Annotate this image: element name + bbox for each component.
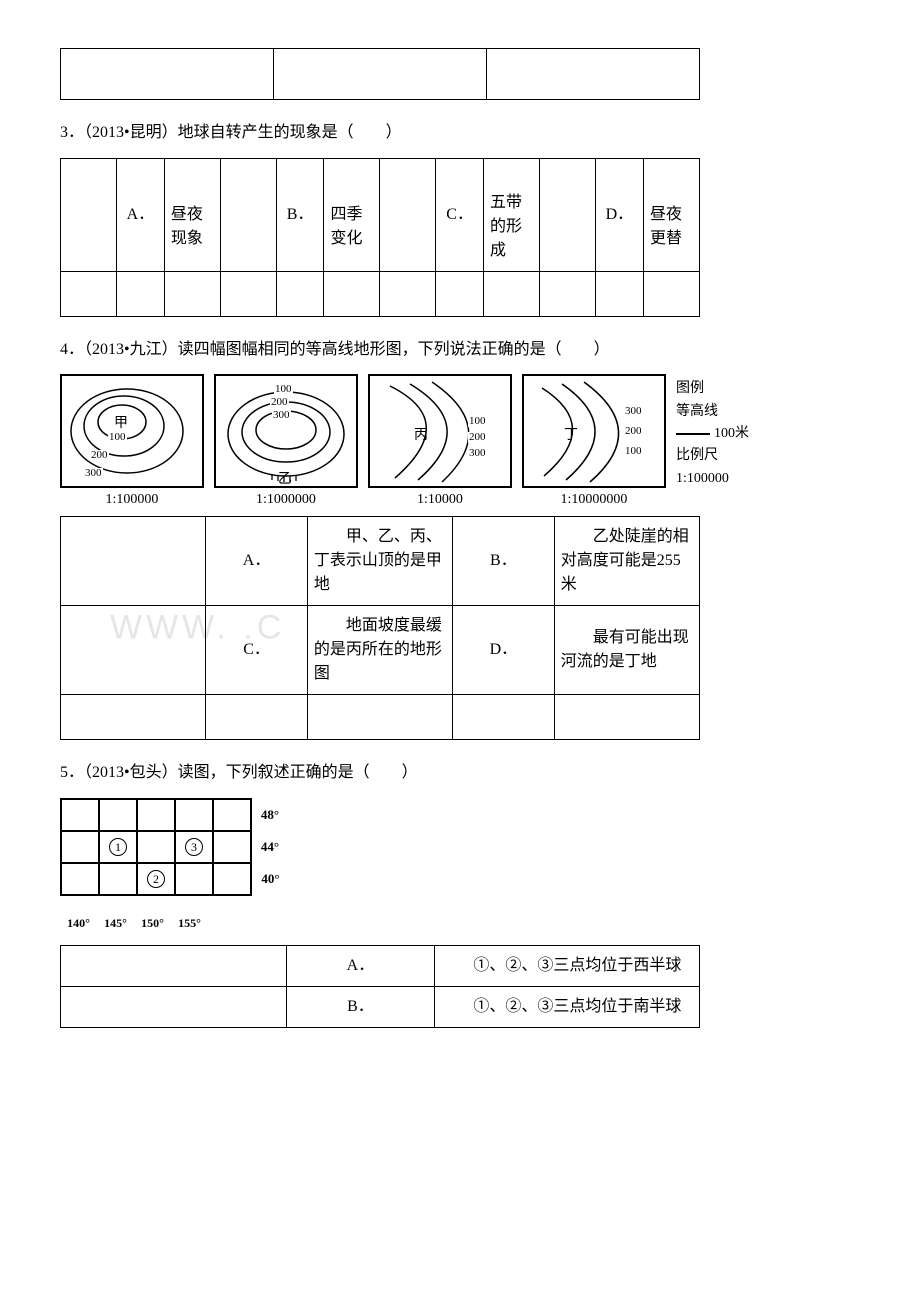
contour-ding-svg (524, 376, 664, 486)
q3-opt-b-text: 四季变化 (324, 158, 380, 271)
q3-pad (220, 158, 276, 271)
q4-pad (61, 517, 206, 606)
lon-150: 150° (134, 916, 171, 931)
q3-options-table: A． 昼夜现象 B． 四季变化 C． 五带的形成 D． 昼夜更替 (60, 158, 700, 317)
q4-opt-a-label: A． (206, 517, 308, 606)
lat-40: 40° (251, 863, 289, 895)
q4-opt-c-text: 地面坡度最缓的是丙所在的地形图 (307, 606, 452, 695)
q5-pad (61, 986, 287, 1027)
q5-map: 48° 1 3 44° 2 40° 140° 145° 150° 155° (60, 798, 860, 931)
lon-145: 145° (97, 916, 134, 931)
q4-fig-jia: 甲 100 200 300 1:100000 (60, 374, 204, 508)
q5-grid: 48° 1 3 44° 2 40° (60, 798, 290, 896)
q3-pad (540, 158, 596, 271)
q5-options-table: A． ①、②、③三点均位于西半球 B． ①、②、③三点均位于南半球 (60, 945, 700, 1028)
q4-opt-b-text: 乙处陡崖的相对高度可能是255米 (554, 517, 699, 606)
yi-char: 乙 (278, 468, 292, 488)
q3-pad (61, 158, 117, 271)
q3-pad (380, 158, 436, 271)
q4-opt-b-label: B． (453, 517, 555, 606)
lon-155: 155° (171, 916, 208, 931)
q3-opt-a-label: A． (116, 158, 164, 271)
q3-text: 3．（2013•昆明）地球自转产生的现象是（ ） (60, 120, 860, 146)
q4-opt-d-label: D． (453, 606, 555, 695)
q4-fig-bing: 丙 100 200 300 1:10000 (368, 374, 512, 508)
ding-100: 100 (624, 446, 643, 457)
lon-140: 140° (60, 916, 97, 931)
legend-unit: 100米 (714, 426, 749, 441)
yi-300: 300 (272, 410, 291, 421)
point-2: 2 (147, 870, 165, 888)
q3-opt-b-label: B． (276, 158, 324, 271)
q3-opt-c-text: 五带的形成 (484, 158, 540, 271)
legend-contour-label: 等高线 (676, 401, 749, 423)
contour-bing-svg (370, 376, 510, 486)
bing-200: 200 (468, 432, 487, 443)
legend-line-icon (676, 433, 710, 435)
jia-char: 甲 (114, 412, 128, 432)
bing-char: 丙 (414, 424, 428, 444)
yi-200: 200 (270, 397, 289, 408)
jia-100: 100 (108, 432, 127, 443)
q4-figure-row: 甲 100 200 300 1:100000 100 (60, 374, 860, 508)
q4-fig-ding: 丁 300 200 100 1:10000000 (522, 374, 666, 508)
ding-200: 200 (624, 426, 643, 437)
lat-44: 44° (251, 831, 289, 863)
lat-48: 48° (251, 799, 289, 831)
yi-100: 100 (274, 384, 293, 395)
ding-char: 丁 (564, 424, 578, 444)
q5-opt-a-text: ①、②、③三点均位于西半球 (435, 945, 700, 986)
legend-scale-label: 比例尺 (676, 445, 749, 467)
q3-opt-d-label: D． (595, 158, 643, 271)
point-3: 3 (185, 838, 203, 856)
q4-text: 4．（2013•九江）读四幅图幅相同的等高线地形图，下列说法正确的是（ ） (60, 337, 860, 363)
q5-opt-b-label: B． (286, 986, 435, 1027)
scale-jia: 1:100000 (106, 492, 159, 508)
legend-scale-val: 1:100000 (676, 468, 749, 490)
contour-jia-svg (62, 376, 202, 486)
jia-200: 200 (90, 450, 109, 461)
scale-ding: 1:10000000 (561, 492, 628, 508)
point-1: 1 (109, 838, 127, 856)
q5-opt-a-label: A． (286, 945, 435, 986)
bing-100: 100 (468, 416, 487, 427)
q4-pad (61, 606, 206, 695)
q5-text: 5．（2013•包头）读图，下列叙述正确的是（ ） (60, 760, 860, 786)
scale-bing: 1:10000 (417, 492, 463, 508)
jia-300: 300 (84, 468, 103, 479)
q5-pad (61, 945, 287, 986)
q4-opt-d-text: 最有可能出现河流的是丁地 (554, 606, 699, 695)
q3-opt-d-text: 昼夜更替 (643, 158, 699, 271)
scale-yi: 1:1000000 (256, 492, 316, 508)
q4-opt-a-text: 甲、乙、丙、丁表示山顶的是甲地 (307, 517, 452, 606)
prev-question-table-tail (60, 48, 700, 100)
q4-fig-yi: 100 200 300 乙 1:1000000 (214, 374, 358, 508)
q4-legend: 图例 等高线 100米 比例尺 1:100000 (676, 374, 749, 490)
legend-title: 图例 (676, 378, 749, 400)
q4-opt-c-label: C． (206, 606, 308, 695)
q5-xaxis: 140° 145° 150° 155° (60, 916, 860, 931)
q3-opt-c-label: C． (436, 158, 484, 271)
q4-options-table: A． 甲、乙、丙、丁表示山顶的是甲地 B． 乙处陡崖的相对高度可能是255米 C… (60, 516, 700, 740)
q5-opt-b-text: ①、②、③三点均位于南半球 (435, 986, 700, 1027)
q3-opt-a-text: 昼夜现象 (164, 158, 220, 271)
bing-300: 300 (468, 448, 487, 459)
ding-300: 300 (624, 406, 643, 417)
